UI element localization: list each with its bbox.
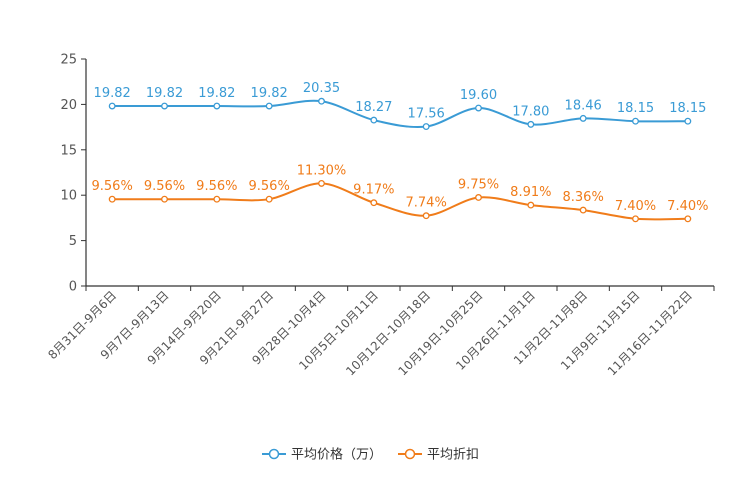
data-point [527,201,535,209]
data-label: 18.27 [355,100,392,115]
data-point [213,195,221,203]
data-label: 9.56% [249,179,290,194]
data-label: 9.75% [458,177,499,192]
data-point [370,116,378,124]
data-label: 20.35 [303,81,340,96]
data-label: 19.82 [94,86,131,101]
legend: 平均价格（万） 平均折扣 [262,447,479,463]
series-line [112,182,688,221]
data-label: 9.56% [144,179,185,194]
y-tick-label: 5 [69,234,77,249]
data-label: 17.80 [512,104,549,119]
series-layer: 19.82 19.82 19.82 19.82 20.35 18.27 17.56 19.60… [92,81,708,223]
data-point [632,215,639,223]
data-label: 19.82 [251,86,288,101]
data-point [475,104,482,112]
data-point [265,195,273,203]
legend-item-2: 平均折扣 [398,448,479,463]
y-tick-label: 25 [60,53,77,68]
data-point [265,102,273,110]
legend-label: 平均价格（万） [291,447,382,463]
data-point [684,117,692,125]
data-label: 19.60 [460,88,497,103]
data-label: 11.30% [297,163,347,178]
data-point [108,195,116,203]
data-point [632,117,639,125]
data-point [213,102,221,110]
data-label: 9.56% [92,179,133,194]
data-point [422,212,430,220]
data-point [684,215,692,223]
data-label: 18.15 [669,101,706,116]
data-point [161,195,168,203]
data-label: 19.82 [198,86,235,101]
data-point [108,102,116,110]
data-label: 18.15 [617,101,654,116]
legend-marker-icon [404,448,416,460]
legend-marker-icon [268,448,280,460]
data-point [579,206,587,214]
data-label: 7.40% [615,199,656,214]
data-label: 19.82 [146,86,183,101]
data-point [422,123,430,131]
data-point [475,194,482,201]
data-label: 7.74% [406,196,447,211]
data-point [579,114,587,122]
data-label: 7.40% [667,199,708,214]
series-line [112,99,688,128]
data-point [318,97,325,105]
y-tick-label: 20 [60,98,77,113]
data-label: 18.46 [565,98,602,113]
data-point [161,102,168,110]
series-1: 19.82 19.82 19.82 19.82 20.35 18.27 17.56 19.60… [94,81,706,131]
data-label: 8.91% [510,185,551,200]
y-tick-label: 10 [60,189,77,204]
y-tick-label: 15 [60,143,77,158]
series-2: 9.56% 9.56% 9.56% 9.56% 11.30% 9.17% 7.74% 9.75… [92,163,708,223]
data-label: 8.36% [563,190,604,205]
data-point [527,120,535,128]
data-label: 9.56% [196,179,237,194]
data-point [370,199,378,207]
data-label: 17.56 [408,107,445,122]
y-tick-label: 0 [69,280,77,295]
legend-label: 平均折扣 [427,448,479,463]
data-label: 9.17% [353,183,394,198]
legend-item-1: 平均价格（万） [262,447,382,463]
data-point [318,179,325,187]
